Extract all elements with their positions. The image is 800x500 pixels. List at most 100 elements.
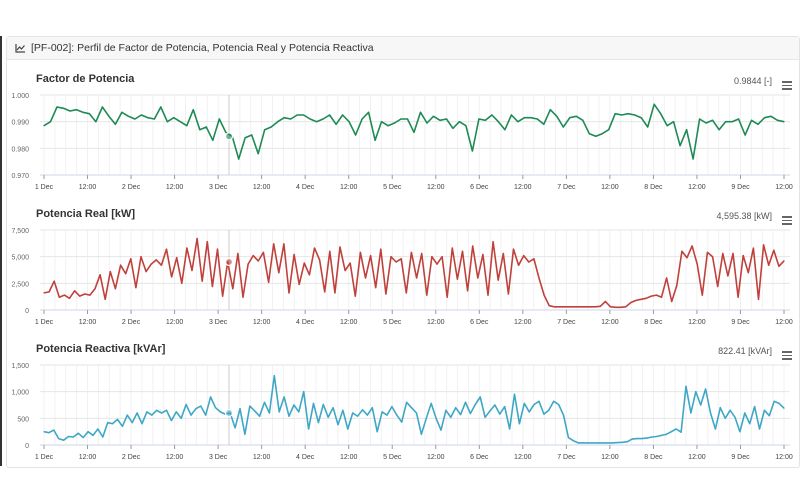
x-tick-label: 4 Dec [296,319,315,326]
data-point [170,419,172,422]
data-point [200,405,202,407]
data-point [191,269,193,272]
data-point [700,404,702,406]
data-point [757,123,759,125]
data-point [88,113,90,115]
data-point [84,293,86,295]
data-point [48,291,50,293]
data-point [293,404,295,406]
data-point [94,288,96,290]
data-point [634,114,636,116]
data-point [712,256,714,258]
data-point [150,263,152,265]
data-point [712,119,714,121]
data-point [316,121,318,123]
data-point [278,272,280,274]
data-point [344,269,346,272]
data-point [87,431,89,433]
data-point [120,264,122,266]
data-point [332,407,334,409]
data-point [584,306,586,308]
chart-menu-icon[interactable] [782,349,792,362]
data-point [699,118,701,120]
data-point [548,305,550,307]
power-factor-chart: Factor de Potencia 0.9844 [-] 0.970 0.980… [0,70,800,195]
data-point [456,278,458,280]
data-point [386,414,388,416]
current-value: 4,595.38 [kW] [716,211,772,221]
data-point [636,438,638,440]
x-tick-label: 12:00 [775,454,793,461]
data-point [744,134,746,136]
data-point [719,407,721,409]
data-point [364,277,367,279]
y-tick-label: 1,500 [11,363,29,370]
data-point [234,427,236,429]
data-point [244,137,246,139]
data-point [329,114,331,116]
data-point [626,441,628,443]
data-point [160,264,162,266]
data-point [469,412,471,415]
data-point [692,158,694,160]
data-point [635,299,637,301]
x-tick-label: 4 Dec [296,454,315,461]
data-point [640,117,642,119]
data-point [744,412,746,414]
x-tick-label: 12:00 [427,454,445,461]
data-point [273,375,275,377]
data-point [507,293,509,295]
data-point [270,126,272,128]
data-point [686,257,688,259]
data-point [135,287,137,289]
data-point [206,241,208,243]
data-point [499,413,501,415]
data-point [222,295,224,297]
chart-menu-icon[interactable] [782,214,792,227]
x-tick-label: 12:00 [514,319,532,326]
data-point [564,306,566,308]
data-point [322,403,324,406]
chart-plot[interactable]: 0.970 0.980 0.990 1.000 1 Dec 12:00 2 Dec 12:00… [0,70,800,195]
data-point [319,259,321,261]
window-left-edge [0,36,2,466]
data-point [758,428,761,430]
data-point [251,134,253,136]
data-point [482,253,484,256]
data-point [487,294,489,296]
data-point [125,273,127,275]
data-point [415,412,418,414]
data-point [160,106,162,108]
data-point [153,118,155,120]
data-point [575,115,577,117]
data-point [611,442,614,444]
data-point [725,121,727,123]
data-point [288,415,290,417]
data-point [254,410,256,412]
data-point [342,114,344,116]
chart-plot[interactable]: 0 500 1,000 1,500 1 Dec 12:00 2 Dec 12:00 3 Dec 1… [0,340,800,465]
data-point [238,158,240,160]
chart-plot[interactable]: 0 2,500 5,000 7,500 1 Dec 12:00 2 Dec 12:00 3 De… [0,205,800,330]
x-tick-label: 12:00 [601,454,619,461]
data-point [731,121,733,123]
data-point [548,409,550,411]
data-point [406,118,409,120]
x-tick-label: 12:00 [427,319,445,326]
data-point [342,409,344,411]
x-tick-label: 4 Dec [296,184,315,191]
data-point [225,131,227,133]
data-point [107,422,109,424]
data-point [298,411,300,413]
x-tick-label: 12:00 [775,319,793,326]
data-point [131,422,133,424]
chart-menu-icon[interactable] [782,79,792,92]
data-point [190,414,192,416]
x-tick-label: 12:00 [79,454,97,461]
data-point [239,408,241,410]
data-point [666,277,668,279]
x-tick-label: 12:00 [79,319,97,326]
y-tick-label: 0 [25,308,29,315]
data-point [512,248,515,250]
data-point [405,292,407,294]
